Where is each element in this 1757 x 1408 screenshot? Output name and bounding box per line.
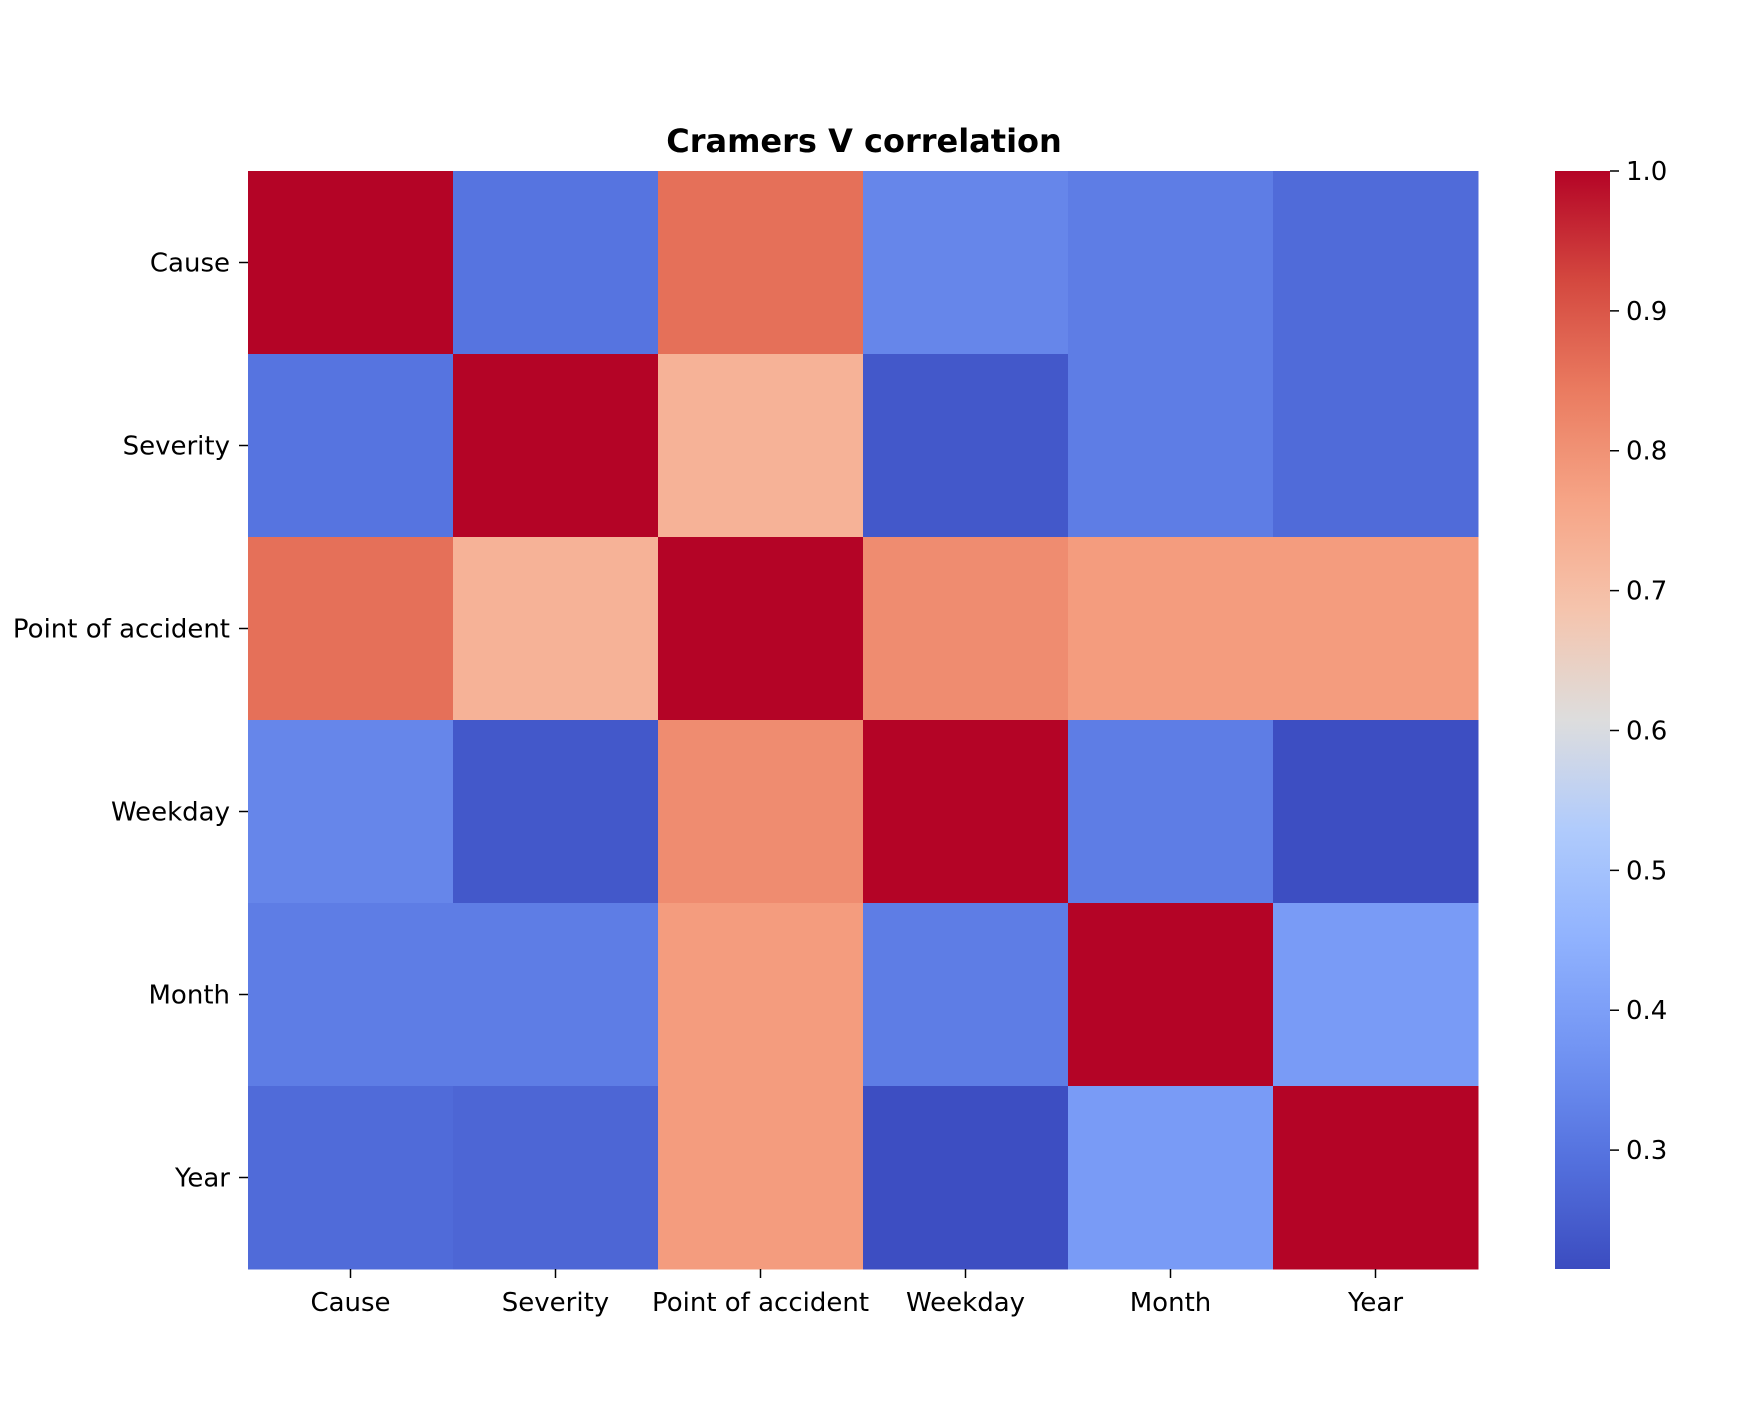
heatmap-cell — [248, 354, 454, 538]
heatmap-cell — [248, 1086, 454, 1270]
heatmap-cell — [1273, 903, 1479, 1087]
heatmap-cell — [658, 171, 864, 355]
colorbar-tick-label: 0.3 — [1626, 1136, 1667, 1166]
x-tick-label: Weekday — [906, 1288, 1025, 1318]
x-tick-label: Cause — [310, 1288, 390, 1318]
heatmap-cell — [453, 171, 659, 355]
heatmap-cell — [453, 720, 659, 904]
heatmap-cell — [1273, 1086, 1479, 1270]
colorbar-gradient — [1555, 171, 1610, 1269]
y-tick-label: Month — [149, 981, 231, 1011]
heatmap-cell — [1273, 171, 1479, 355]
heatmap-cell — [658, 1086, 864, 1270]
colorbar-tick-label: 0.7 — [1626, 577, 1667, 607]
heatmap-cell — [1068, 720, 1274, 904]
x-tick-label: Point of accident — [652, 1288, 869, 1318]
heatmap-cell — [863, 903, 1069, 1087]
colorbar-tick-label: 0.6 — [1626, 716, 1667, 746]
heatmap-cell — [1273, 720, 1479, 904]
y-tick-label: Weekday — [111, 798, 230, 828]
heatmap-cell — [658, 903, 864, 1087]
heatmap-cell — [658, 537, 864, 721]
heatmap-cell — [248, 903, 454, 1087]
heatmap-cell — [248, 171, 454, 355]
colorbar: 0.3 0.4 0.5 0.6 0.7 0.8 0.9 1.0 — [1555, 157, 1667, 1269]
heatmap-cell — [1068, 354, 1274, 538]
heatmap-cell — [1068, 903, 1274, 1087]
colorbar-tick-label: 0.8 — [1626, 437, 1667, 467]
heatmap-cell — [1068, 1086, 1274, 1270]
y-tick-label: Year — [174, 1164, 230, 1194]
y-axis: Cause Severity Point of accident Weekday Mon… — [13, 249, 248, 1194]
heatmap-cell — [453, 537, 659, 721]
colorbar-tick-label: 0.5 — [1626, 856, 1667, 886]
heatmap-cell — [1273, 537, 1479, 721]
heatmap-cell — [1068, 537, 1274, 721]
heatmap-cell — [863, 171, 1069, 355]
heatmap-cell — [248, 537, 454, 721]
colorbar-tick-label: 0.9 — [1626, 297, 1667, 327]
heatmap-cell — [1068, 171, 1274, 355]
colorbar-tick-label: 0.4 — [1626, 996, 1667, 1026]
heatmap-cell — [1273, 354, 1479, 538]
x-tick-label: Severity — [502, 1288, 609, 1318]
heatmap-cell — [863, 354, 1069, 538]
heatmap-cell — [658, 354, 864, 538]
heatmap-cell — [863, 1086, 1069, 1270]
colorbar-tick-label: 1.0 — [1626, 157, 1667, 187]
heatmap-cell — [863, 537, 1069, 721]
heatmap-cell — [863, 720, 1069, 904]
heatmap-cell — [658, 720, 864, 904]
heatmap-cell — [453, 903, 659, 1087]
heatmap-cells — [248, 171, 1479, 1270]
heatmap-cell — [248, 720, 454, 904]
chart-title: Cramers V correlation — [666, 122, 1062, 160]
y-tick-label: Point of accident — [13, 615, 230, 645]
x-tick-label: Year — [1347, 1288, 1403, 1318]
y-tick-label: Cause — [150, 249, 230, 279]
y-tick-label: Severity — [123, 432, 230, 462]
x-axis: Cause Severity Point of accident Weekday Mon… — [310, 1269, 1403, 1318]
x-tick-label: Month — [1130, 1288, 1212, 1318]
heatmap-cell — [453, 354, 659, 538]
heatmap-cell — [453, 1086, 659, 1270]
